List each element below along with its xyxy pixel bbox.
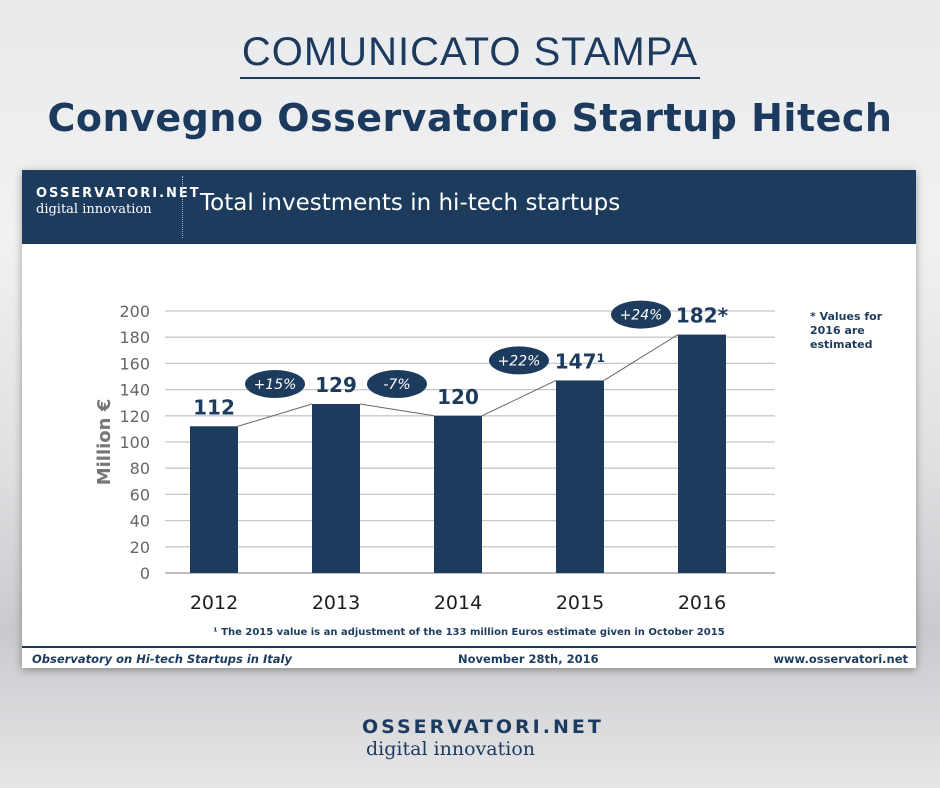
x-tick-label: 2013 xyxy=(312,592,360,614)
y-tick-label: 120 xyxy=(119,407,150,426)
data-label: 120 xyxy=(437,385,479,409)
y-tick-label: 80 xyxy=(130,459,150,478)
x-tick-label: 2014 xyxy=(434,592,482,614)
footer-date: November 28th, 2016 xyxy=(458,652,599,666)
card-title: Total investments in hi-tech startups xyxy=(200,190,621,216)
header-divider xyxy=(182,176,183,238)
y-tick-label: 0 xyxy=(140,564,150,583)
growth-label: +22% xyxy=(498,353,541,369)
growth-connector xyxy=(359,403,435,417)
growth-connector xyxy=(237,403,313,427)
y-tick-label: 20 xyxy=(130,538,150,557)
headline: COMUNICATO STAMPA xyxy=(0,30,940,79)
footnote: ¹ The 2015 value is an adjustment of the… xyxy=(213,627,725,638)
y-tick-label: 180 xyxy=(119,328,150,347)
growth-connector xyxy=(603,334,679,381)
y-tick-label: 100 xyxy=(119,433,150,452)
footer-source: Observatory on Hi-tech Startups in Italy xyxy=(32,652,292,666)
footer-url[interactable]: www.osservatori.net xyxy=(773,652,908,666)
card-header: OSSERVATORI.NET digital innovation Total… xyxy=(22,170,916,244)
bar-2016 xyxy=(678,334,726,573)
y-tick-label: 40 xyxy=(130,512,150,531)
data-label: 129 xyxy=(315,373,357,397)
estimate-note: * Values for 2016 are estimated xyxy=(810,310,883,351)
data-label: 112 xyxy=(193,395,235,419)
bar-2012 xyxy=(190,426,238,573)
growth-label: +24% xyxy=(620,308,663,324)
growth-label: +15% xyxy=(254,377,297,393)
x-tick-label: 2016 xyxy=(678,592,726,614)
subheadline: Convegno Osservatorio Startup Hitech xyxy=(47,96,893,140)
y-axis-label: Million € xyxy=(94,399,115,486)
footer-divider xyxy=(22,646,916,648)
x-tick-label: 2012 xyxy=(190,592,238,614)
growth-label: -7% xyxy=(383,377,410,393)
growth-connector xyxy=(481,379,557,417)
bar-2013 xyxy=(312,404,360,573)
y-tick-label: 140 xyxy=(119,381,150,400)
data-label: 147¹ xyxy=(555,349,606,373)
growth-badge xyxy=(489,346,549,375)
x-tick-label: 2015 xyxy=(556,592,604,614)
chart-card: OSSERVATORI.NET digital innovation Total… xyxy=(22,170,916,668)
osservatori-logo-small: OSSERVATORI.NET digital innovation xyxy=(36,186,201,217)
data-label: 182* xyxy=(676,304,729,328)
osservatori-logo: OSSERVATORI.NET digital innovation xyxy=(362,716,604,760)
growth-badge xyxy=(367,370,427,399)
growth-badge xyxy=(611,300,671,329)
growth-badge xyxy=(245,370,305,399)
y-tick-label: 60 xyxy=(130,485,150,504)
bar-2014 xyxy=(434,415,482,573)
y-tick-label: 200 xyxy=(119,302,150,321)
y-tick-label: 160 xyxy=(119,354,150,373)
bar-2015 xyxy=(556,380,604,573)
